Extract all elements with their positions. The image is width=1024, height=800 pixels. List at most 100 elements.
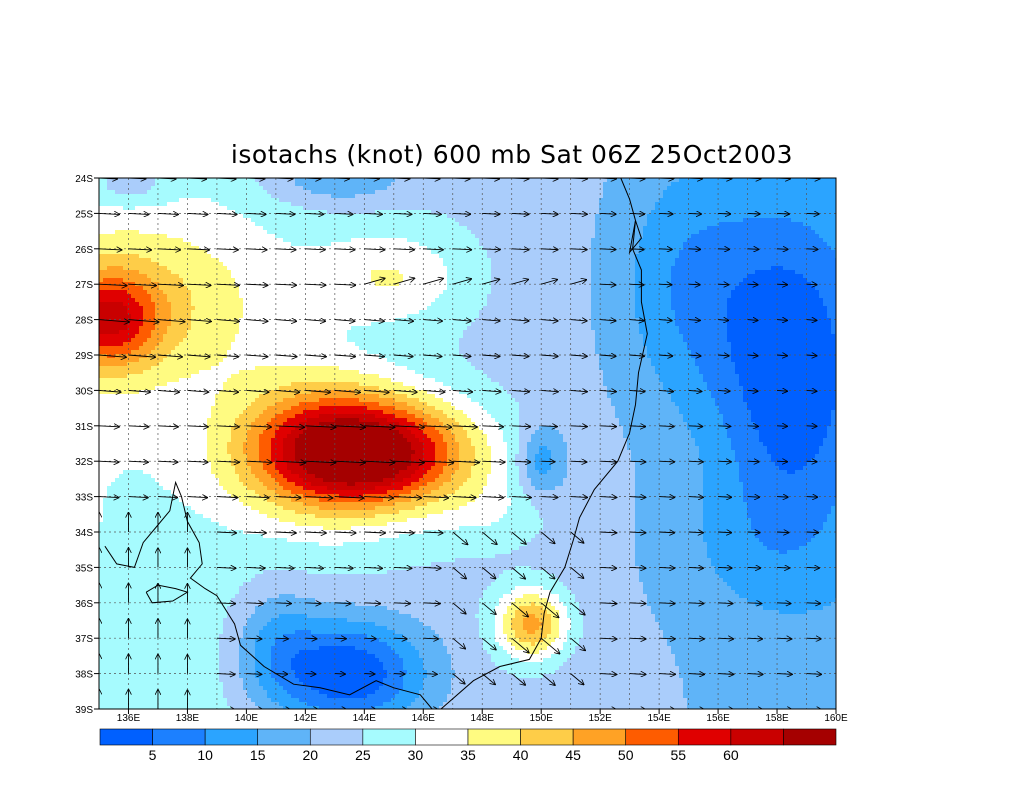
wind-arrow [806, 390, 817, 391]
wind-arrow [541, 426, 557, 427]
wind-arrow [334, 567, 353, 568]
wind-arrow [334, 638, 346, 639]
wind-arrow [216, 638, 235, 639]
wind-arrow [629, 355, 644, 356]
wind-arrow [452, 461, 479, 462]
wind-arrow [246, 638, 261, 639]
wind-arrow [718, 497, 731, 498]
wind-arrow [334, 603, 351, 604]
wind-arrow [393, 320, 413, 322]
wind-arrow [806, 603, 820, 604]
wind-arrow [718, 603, 732, 604]
wind-arrow [747, 532, 760, 533]
wind-arrow [334, 249, 355, 250]
wind-arrow [334, 497, 364, 498]
wind-arrow [600, 320, 615, 321]
colorbar-swatch [257, 728, 311, 746]
wind-arrow [305, 497, 332, 498]
wind-arrow [423, 426, 451, 427]
wind-arrow [128, 426, 148, 427]
wind-arrow [511, 461, 530, 462]
wind-arrow [334, 213, 353, 214]
wind-arrow [275, 532, 296, 533]
wind-arrow [511, 355, 529, 356]
plot-frame [98, 177, 837, 710]
lat-label: 30S [75, 386, 93, 397]
wind-arrow [246, 603, 263, 604]
wind-arrow [246, 497, 268, 498]
wind-arrow [688, 532, 703, 533]
wind-arrow [275, 284, 296, 285]
wind-arrow [216, 461, 239, 462]
wind-arrow [393, 497, 421, 498]
wind-arrow [246, 390, 268, 392]
wind-arrow [688, 249, 701, 250]
wind-arrow [216, 355, 238, 357]
wind-arrow [806, 567, 819, 568]
colorbar-swatch [152, 728, 206, 746]
lon-label: 158E [765, 713, 789, 724]
wind-arrow [600, 532, 616, 533]
wind-arrow [452, 320, 471, 321]
wind-arrow [187, 426, 207, 427]
colorbar-label: 15 [250, 747, 266, 763]
wind-arrow [334, 320, 355, 322]
wind-arrow [452, 708, 454, 709]
wind-arrow [747, 461, 759, 462]
wind-arrow [600, 426, 616, 427]
wind-arrow [246, 426, 271, 427]
wind-arrow [305, 532, 325, 533]
wind-arrow [540, 673, 555, 685]
wind-arrow [747, 567, 761, 568]
wind-arrow [835, 248, 836, 250]
wind-arrow [216, 249, 238, 250]
wind-arrow [393, 461, 424, 462]
colorbar-swatch [362, 728, 416, 746]
wind-arrow [275, 249, 296, 250]
wind-arrow [423, 532, 442, 533]
lon-label: 144E [353, 713, 377, 724]
wind-arrow [305, 461, 335, 462]
lat-label: 35S [75, 563, 93, 574]
wind-arrow [688, 674, 705, 675]
wind-arrow [688, 461, 703, 462]
wind-arrow [452, 390, 472, 392]
wind-arrow [216, 567, 236, 568]
wind-arrow [246, 461, 271, 462]
lat-label: 38S [75, 670, 93, 681]
lon-label: 152E [588, 713, 612, 724]
wind-arrow [747, 355, 758, 356]
wind-arrow [777, 603, 790, 604]
lat-label: 32S [75, 457, 93, 468]
map-title: isotachs (knot) 600 mb Sat 06Z 25Oct2003 [0, 140, 1024, 169]
wind-arrow [334, 355, 355, 357]
lat-label: 36S [75, 599, 93, 610]
wind-arrow [275, 390, 299, 392]
wind-arrow [541, 390, 558, 391]
wind-arrow [305, 320, 325, 322]
wind-arrow [511, 567, 525, 578]
wind-arrow [128, 249, 151, 250]
lon-label: 140E [235, 713, 259, 724]
lat-label: 25S [75, 209, 93, 220]
wind-arrow [806, 497, 818, 498]
wind-arrow [364, 213, 382, 214]
wind-arrow [541, 249, 558, 250]
wind-arrow [659, 213, 672, 214]
wind-arrow [718, 426, 730, 427]
wind-arrow [688, 638, 704, 639]
wind-arrow [482, 355, 499, 356]
wind-arrow [835, 178, 836, 179]
wind-arrow [187, 497, 207, 498]
grid-lines [99, 178, 836, 709]
wind-arrow [629, 249, 644, 250]
lon-label: 136E [117, 713, 141, 724]
wind-arrow [128, 284, 155, 285]
wind-arrow [334, 532, 356, 533]
wind-arrow [835, 461, 836, 462]
wind-arrow [629, 320, 644, 321]
wind-arrow [836, 709, 851, 710]
wind-arrow [659, 426, 674, 427]
wind-arrow [393, 638, 407, 639]
wind-arrow [423, 249, 443, 250]
